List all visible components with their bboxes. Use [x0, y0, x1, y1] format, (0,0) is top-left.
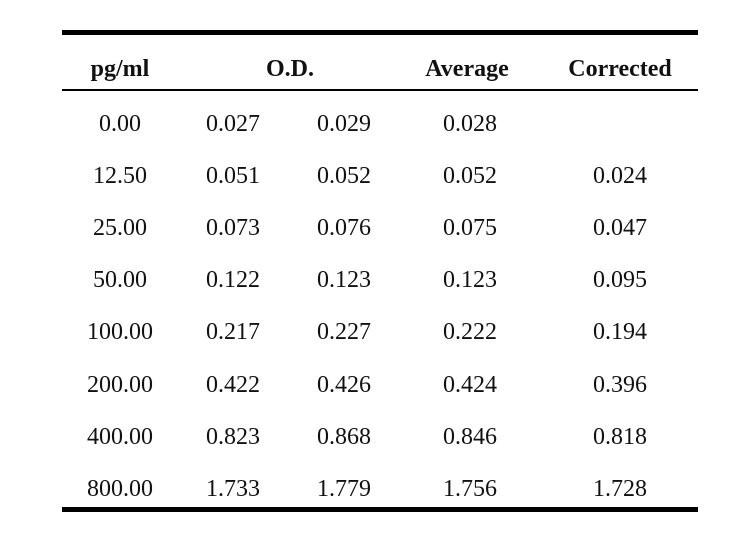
- table-top-rule: [62, 30, 698, 35]
- cell-average: 0.075: [443, 215, 497, 241]
- table-bottom-rule: [62, 507, 698, 512]
- cell-od-1: 0.073: [206, 215, 260, 241]
- cell-od-1: 0.422: [206, 372, 260, 398]
- cell-corrected: 0.047: [593, 215, 647, 241]
- header-od: O.D.: [266, 56, 314, 82]
- cell-od-1: 1.733: [206, 476, 260, 502]
- cell-od-2: 1.779: [317, 476, 371, 502]
- header-concentration: pg/ml: [90, 56, 150, 82]
- cell-concentration: 800.00: [87, 476, 153, 502]
- cell-corrected: 0.396: [593, 372, 647, 398]
- cell-average: 0.846: [443, 424, 497, 450]
- cell-od-2: 0.029: [317, 111, 371, 137]
- cell-od-2: 0.426: [317, 372, 371, 398]
- header-average: Average: [425, 56, 509, 82]
- cell-corrected: 0.194: [593, 319, 647, 345]
- cell-od-2: 0.227: [317, 319, 371, 345]
- cell-od-1: 0.823: [206, 424, 260, 450]
- cell-corrected: 1.728: [593, 476, 647, 502]
- cell-average: 0.028: [443, 111, 497, 137]
- cell-od-1: 0.217: [206, 319, 260, 345]
- cell-od-2: 0.123: [317, 267, 371, 293]
- cell-concentration: 0.00: [99, 111, 141, 137]
- cell-od-1: 0.122: [206, 267, 260, 293]
- cell-average: 0.424: [443, 372, 497, 398]
- cell-concentration: 12.50: [93, 163, 147, 189]
- header-corrected: Corrected: [568, 56, 672, 82]
- cell-od-2: 0.868: [317, 424, 371, 450]
- cell-concentration: 50.00: [93, 267, 147, 293]
- cell-corrected: 0.024: [593, 163, 647, 189]
- cell-concentration: 25.00: [93, 215, 147, 241]
- standard-curve-table: pg/ml O.D. Average Corrected 0.00 0.027 0.…: [62, 0, 698, 540]
- cell-od-2: 0.052: [317, 163, 371, 189]
- cell-corrected: 0.818: [593, 424, 647, 450]
- cell-od-1: 0.027: [206, 111, 260, 137]
- cell-od-1: 0.051: [206, 163, 260, 189]
- cell-concentration: 200.00: [87, 372, 153, 398]
- cell-concentration: 400.00: [87, 424, 153, 450]
- cell-average: 1.756: [443, 476, 497, 502]
- cell-concentration: 100.00: [87, 319, 153, 345]
- cell-average: 0.123: [443, 267, 497, 293]
- cell-corrected: 0.095: [593, 267, 647, 293]
- cell-average: 0.222: [443, 319, 497, 345]
- cell-average: 0.052: [443, 163, 497, 189]
- cell-od-2: 0.076: [317, 215, 371, 241]
- header-rule: [62, 89, 698, 91]
